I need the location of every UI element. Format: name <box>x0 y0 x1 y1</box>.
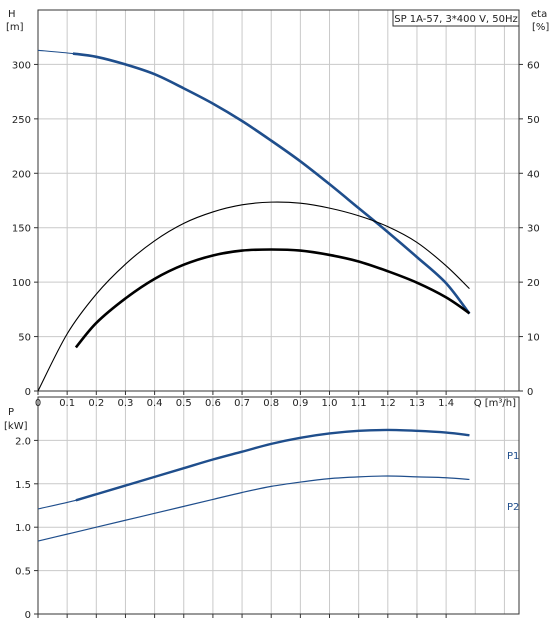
plot-frame-bottom <box>37 396 520 615</box>
y-tick-label-left: 150 <box>12 224 31 235</box>
x-tick-label: 1.2 <box>380 398 396 409</box>
x-tick-label: 1.3 <box>409 398 425 409</box>
y-axis-label-power: P <box>8 407 14 418</box>
y-tick-label-right: 10 <box>527 333 540 344</box>
x-tick-label: 0.3 <box>118 398 134 409</box>
x-tick-label: 0.4 <box>147 398 163 409</box>
y-tick-label-right: 30 <box>527 224 540 235</box>
x-tick-label: 0.2 <box>88 398 104 409</box>
x-tick-label: 0.7 <box>234 398 250 409</box>
y-tick-label-left: 300 <box>12 60 31 71</box>
series-line-eta-thick <box>74 248 471 349</box>
y-tick-label-power: 2.0 <box>15 436 31 447</box>
y-tick-label-power: 1.0 <box>15 523 31 534</box>
plot-frame-top <box>37 9 520 392</box>
y-tick-label-right: 20 <box>527 278 540 289</box>
x-tick-label: 0.1 <box>59 398 75 409</box>
series-line-head-thin <box>37 49 470 315</box>
x-tick-label: 1.0 <box>322 398 338 409</box>
y-tick-label-power: 0.5 <box>15 567 31 578</box>
y-tick-label-right: 40 <box>527 169 540 180</box>
x-tick-label: 0.9 <box>292 398 308 409</box>
series-line-head <box>72 52 471 315</box>
x-tick-label: 0.8 <box>263 398 279 409</box>
y-tick-label-left: 100 <box>12 278 31 289</box>
y-tick-label-left: 0 <box>25 387 31 398</box>
y-tick-label-left: 200 <box>12 169 31 180</box>
x-tick-label: 0.6 <box>205 398 221 409</box>
x-tick-label: 0.5 <box>176 398 192 409</box>
y-axis-label-right: eta <box>531 9 547 20</box>
series-line-p1-thin <box>37 429 470 510</box>
y-tick-label-left: 50 <box>18 333 31 344</box>
series-label-p1: P1 <box>507 451 519 462</box>
chart-title: SP 1A-57, 3*400 V, 50Hz <box>394 14 518 25</box>
title-box <box>392 9 520 27</box>
y-tick-label-right: 0 <box>527 387 533 398</box>
series-line-p2 <box>37 475 470 542</box>
series-label-p2: P2 <box>507 502 519 513</box>
y-tick-label-left: 250 <box>12 115 31 126</box>
x-tick-label: 0 <box>35 398 41 409</box>
x-tick-label: 1.1 <box>351 398 367 409</box>
y-axis-label-left: H <box>8 9 16 20</box>
x-tick-label: 1.4 <box>438 398 454 409</box>
y-axis-unit-power: [kW] <box>4 421 28 432</box>
y-tick-label-power: 0 <box>25 610 31 621</box>
series-line-p1 <box>75 428 470 502</box>
y-axis-unit-left: [m] <box>6 22 24 33</box>
y-axis-unit-right: [%] <box>532 22 549 33</box>
y-tick-label-power: 1.5 <box>15 480 31 491</box>
y-tick-label-right: 50 <box>527 115 540 126</box>
x-axis-label: Q [m³/h] <box>474 398 516 409</box>
y-tick-label-right: 60 <box>527 60 540 71</box>
series-line-eta-thin <box>37 201 470 392</box>
